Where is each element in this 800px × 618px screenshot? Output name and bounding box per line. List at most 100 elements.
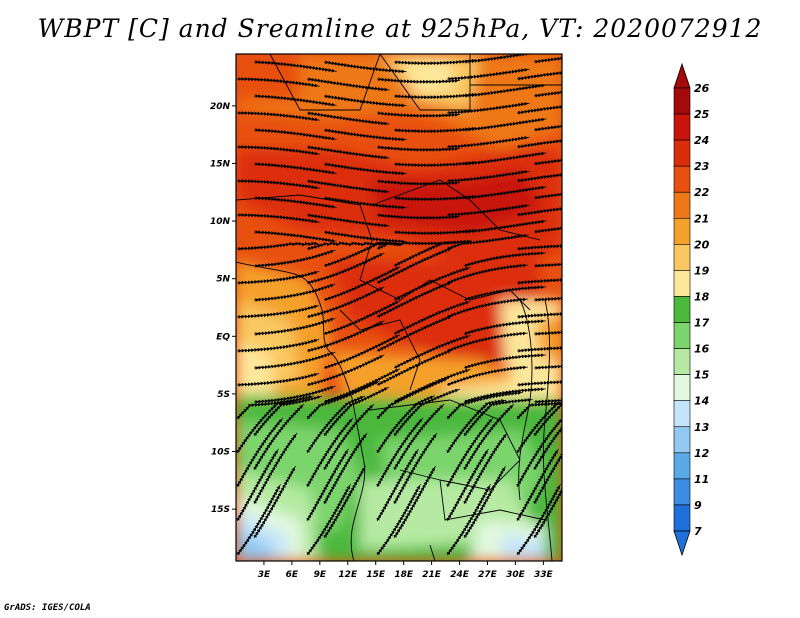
streamline <box>516 102 562 115</box>
colorbar-swatch <box>673 322 691 349</box>
streamline <box>533 54 562 64</box>
lon-label: 6E <box>286 570 299 580</box>
colorbar-label: 9 <box>694 499 702 512</box>
lon-label: 30E <box>506 570 526 580</box>
streamline <box>393 160 478 168</box>
streamline <box>306 145 390 160</box>
streamline <box>323 128 407 142</box>
colorbar-swatch <box>673 191 691 219</box>
streamline <box>516 136 562 149</box>
streamline <box>516 68 562 81</box>
streamline <box>253 128 337 141</box>
streamline <box>306 111 390 126</box>
streamline <box>306 484 351 556</box>
colorbar-swatch <box>673 244 691 271</box>
lat-label: 15N <box>210 159 231 169</box>
streamline <box>323 196 407 210</box>
colorbar-swatch <box>673 113 691 141</box>
streamline <box>393 58 478 66</box>
colorbar-label: 21 <box>694 212 709 225</box>
colorbar-swatch <box>673 165 691 193</box>
streamline <box>323 162 407 176</box>
colorbar-label: 16 <box>694 343 710 356</box>
streamline <box>236 372 320 387</box>
lon-label: 12E <box>338 570 358 580</box>
streamline <box>446 170 530 183</box>
grads-credit: GrADS: IGES/COLA <box>4 603 91 613</box>
colorbar-swatch <box>673 452 691 480</box>
streamline <box>376 484 421 556</box>
streamline <box>516 343 562 353</box>
lon-label: 21E <box>422 570 442 580</box>
colorbar-label: 7 <box>694 525 702 538</box>
streamline <box>463 353 546 370</box>
colorbar-swatch <box>673 87 691 115</box>
colorbar-swatch <box>673 348 691 375</box>
streamline <box>533 189 562 200</box>
lat-label: EQ <box>216 332 230 342</box>
colorbar-top-arrow <box>673 62 691 89</box>
streamline <box>516 377 562 387</box>
colorbar-swatch <box>673 296 691 323</box>
streamlines <box>236 54 562 556</box>
streamline <box>236 338 320 353</box>
lat-label: 20N <box>210 102 231 112</box>
lon-label: 24E <box>450 570 470 580</box>
streamline <box>533 256 562 268</box>
streamline <box>446 68 530 81</box>
lat-label: 5S <box>217 390 230 400</box>
streamline <box>533 358 562 370</box>
colorbar-swatch <box>673 270 691 297</box>
colorbar-swatch <box>673 478 691 506</box>
streamline <box>237 111 320 122</box>
colorbar-label: 25 <box>694 108 710 121</box>
lon-label: 27E <box>478 570 498 580</box>
colorbar-label: 23 <box>694 160 710 173</box>
streamline <box>516 484 561 556</box>
streamline <box>516 204 562 217</box>
streamline <box>253 94 337 107</box>
plot-frame <box>235 53 563 562</box>
streamline <box>533 87 562 98</box>
streamline <box>516 241 562 251</box>
streamline <box>253 162 337 175</box>
colorbar-label: 12 <box>694 447 710 460</box>
streamline <box>376 111 461 118</box>
streamline <box>533 121 562 132</box>
streamline <box>323 94 407 108</box>
streamline <box>463 285 546 302</box>
streamline <box>533 290 562 302</box>
streamline <box>516 309 562 319</box>
streamline <box>237 179 320 190</box>
colorbar-label: 22 <box>694 186 710 199</box>
streamline <box>393 228 478 236</box>
streamline <box>253 196 337 209</box>
streamline <box>446 102 530 115</box>
streamline <box>516 170 562 183</box>
streamline <box>446 484 491 556</box>
colorbar-swatch <box>673 504 691 532</box>
streamline <box>393 92 478 100</box>
lon-label: 9E <box>314 570 327 580</box>
streamline <box>393 194 478 202</box>
colorbar-label: 17 <box>694 317 710 330</box>
streamline <box>533 155 562 166</box>
streamline <box>237 145 320 156</box>
streamline <box>236 484 281 556</box>
colorbar-bottom-arrow <box>673 530 691 557</box>
streamline <box>393 126 478 134</box>
streamline <box>516 275 562 285</box>
streamline <box>463 185 547 200</box>
colorbar-label: 15 <box>694 369 710 382</box>
lat-label: 5N <box>216 275 230 285</box>
streamline <box>376 213 461 220</box>
streamline <box>236 270 320 285</box>
streamline <box>323 60 407 74</box>
streamline <box>463 83 547 98</box>
streamline <box>446 204 530 217</box>
streamline <box>533 324 562 336</box>
longitude-axis: 3E 6E 9E 12E 15E 18E 21E 24E 27E 30E 33E <box>258 561 554 580</box>
lon-label: 15E <box>366 570 386 580</box>
streamline <box>463 117 547 132</box>
